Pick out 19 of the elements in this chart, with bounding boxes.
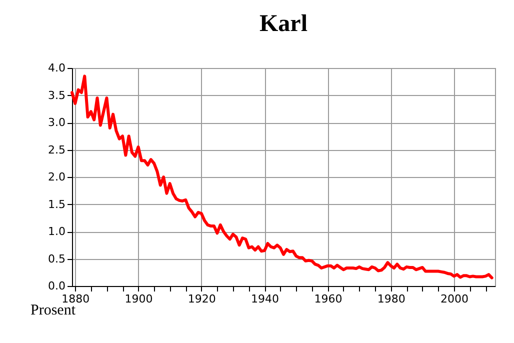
- y-tick-label: 0.0: [48, 280, 66, 292]
- x-tick-label: 1960: [314, 292, 342, 306]
- chart-title: Karl: [260, 11, 308, 37]
- x-tick-label: 2000: [440, 292, 468, 306]
- y-tick-label: 3.5: [48, 88, 66, 102]
- y-tick-label: 1.0: [48, 225, 66, 238]
- y-tick-label: 1.5: [48, 198, 66, 211]
- x-tick-label: 1980: [377, 292, 406, 306]
- x-tick-label: 1900: [124, 292, 153, 306]
- y-axis-title: Prosent: [30, 302, 76, 318]
- x-tick-label: 1940: [251, 292, 280, 306]
- x-tick-label: 1880: [62, 292, 90, 306]
- y-tick-label: 2.0: [48, 170, 66, 184]
- x-tick-label: 1920: [188, 292, 216, 306]
- y-tick-label: 3.0: [48, 116, 66, 129]
- line-series: [70, 74, 494, 280]
- y-tick-label: 0.5: [48, 252, 66, 266]
- y-tick-label: 4.0: [48, 62, 66, 74]
- y-tick-label: 2.5: [48, 143, 66, 156]
